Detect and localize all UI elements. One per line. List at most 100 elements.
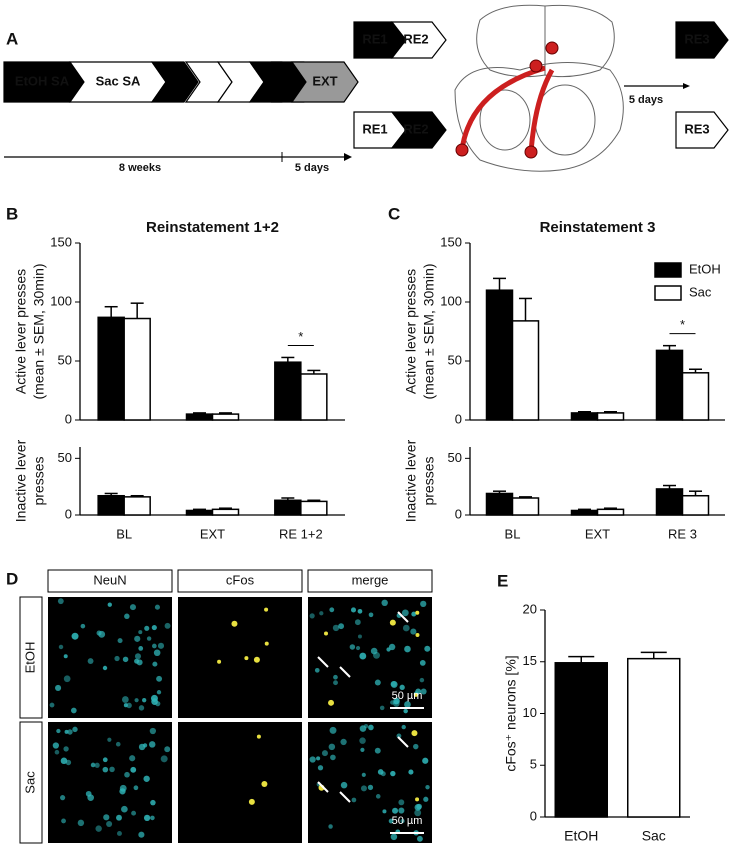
- cell: [338, 623, 345, 630]
- bar: [211, 508, 240, 516]
- cell: [102, 665, 108, 671]
- cell: [107, 737, 112, 742]
- cell: [58, 644, 64, 650]
- projection: [459, 65, 546, 151]
- column-header-box: [47, 569, 173, 593]
- cell: [95, 825, 102, 832]
- cell: [403, 708, 408, 714]
- cell: [375, 794, 381, 799]
- cell: [90, 762, 96, 768]
- cell: [329, 726, 337, 734]
- y-axis-label: cFos⁺ neurons [%]: [503, 655, 519, 771]
- bar: [655, 349, 684, 421]
- cell: [106, 820, 113, 827]
- cell: [360, 747, 365, 752]
- cell: [150, 694, 158, 702]
- cell: [309, 756, 316, 763]
- micrograph: [308, 722, 432, 843]
- cell: [149, 727, 157, 735]
- column-header: merge: [352, 572, 389, 587]
- chevron-label: RE3: [684, 31, 709, 46]
- y-axis-label: Active lever presses: [13, 269, 29, 394]
- cell: [413, 743, 419, 750]
- chevron: [390, 111, 447, 149]
- cell: [60, 757, 68, 765]
- cell: [359, 737, 366, 744]
- cell: [357, 608, 363, 614]
- cell: [314, 667, 320, 673]
- bar: [511, 497, 540, 516]
- cell: [361, 772, 366, 777]
- cell: [340, 738, 347, 746]
- cell: [329, 607, 335, 613]
- bar: [554, 662, 608, 818]
- cell: [410, 628, 417, 635]
- y-tick-label: 100: [440, 293, 462, 308]
- column-header-box: [177, 569, 303, 593]
- cfos-cell: [217, 659, 222, 664]
- bar: [681, 372, 710, 421]
- cell: [419, 677, 425, 683]
- micrographs: NeuN cFos merge EtOH 50 µm Sac 50 µm: [19, 569, 433, 844]
- cell: [144, 625, 150, 631]
- y-tick-label: 50: [448, 450, 462, 465]
- cell: [126, 702, 132, 709]
- x-tick-label: EtOH: [564, 828, 598, 844]
- y-tick-label: 0: [455, 506, 462, 521]
- cell: [121, 805, 128, 813]
- micrograph: [178, 722, 302, 843]
- row-header-box: [19, 721, 43, 844]
- cell: [87, 794, 94, 801]
- y-tick-label: 0: [530, 808, 537, 823]
- cell: [363, 723, 369, 729]
- cell: [368, 724, 374, 731]
- cell: [63, 675, 71, 683]
- cell: [121, 696, 129, 703]
- bar: [511, 320, 540, 421]
- chevron-label: RE2: [403, 121, 428, 136]
- cell: [416, 835, 423, 842]
- bar: [300, 373, 328, 421]
- y-tick-label: 100: [50, 293, 72, 308]
- cfos-cell: [264, 607, 269, 612]
- cell: [390, 770, 396, 777]
- legend-label: Sac: [689, 284, 712, 299]
- y-tick-label: 0: [65, 506, 72, 521]
- cell: [404, 645, 411, 653]
- bar: [655, 488, 684, 516]
- cell: [102, 757, 108, 763]
- cell: [379, 705, 385, 711]
- bar: [596, 508, 625, 516]
- cell: [67, 729, 73, 735]
- cell: [422, 757, 429, 764]
- cell: [129, 755, 136, 762]
- bar: [300, 500, 328, 516]
- row-header: Sac: [22, 771, 37, 794]
- cell: [138, 705, 145, 711]
- cell: [143, 775, 150, 782]
- micrograph: [178, 597, 302, 718]
- cell: [164, 622, 171, 629]
- cell: [374, 679, 381, 686]
- cell: [398, 807, 405, 814]
- panel-label: D: [6, 569, 18, 588]
- y-tick-label: 0: [65, 411, 72, 426]
- x-tick-label: BL: [505, 526, 521, 541]
- pointer-arrow: [397, 611, 409, 623]
- cfos-cell: [256, 734, 261, 739]
- cell: [401, 609, 409, 617]
- cell: [321, 750, 328, 757]
- cell: [124, 771, 130, 778]
- arrow-head: [683, 83, 690, 89]
- cell: [87, 658, 94, 664]
- cfos-cell: [324, 631, 329, 636]
- bar: [570, 509, 599, 516]
- cfos-cell: [253, 656, 260, 663]
- cell: [425, 784, 430, 790]
- injection-site: [455, 143, 469, 157]
- cell: [328, 743, 336, 751]
- cfos-cell: [328, 699, 335, 706]
- timeline: EtOH SA Sac SA EXT 8 weeks 5 days RE1 RE2 RE1 RE…: [3, 4, 729, 174]
